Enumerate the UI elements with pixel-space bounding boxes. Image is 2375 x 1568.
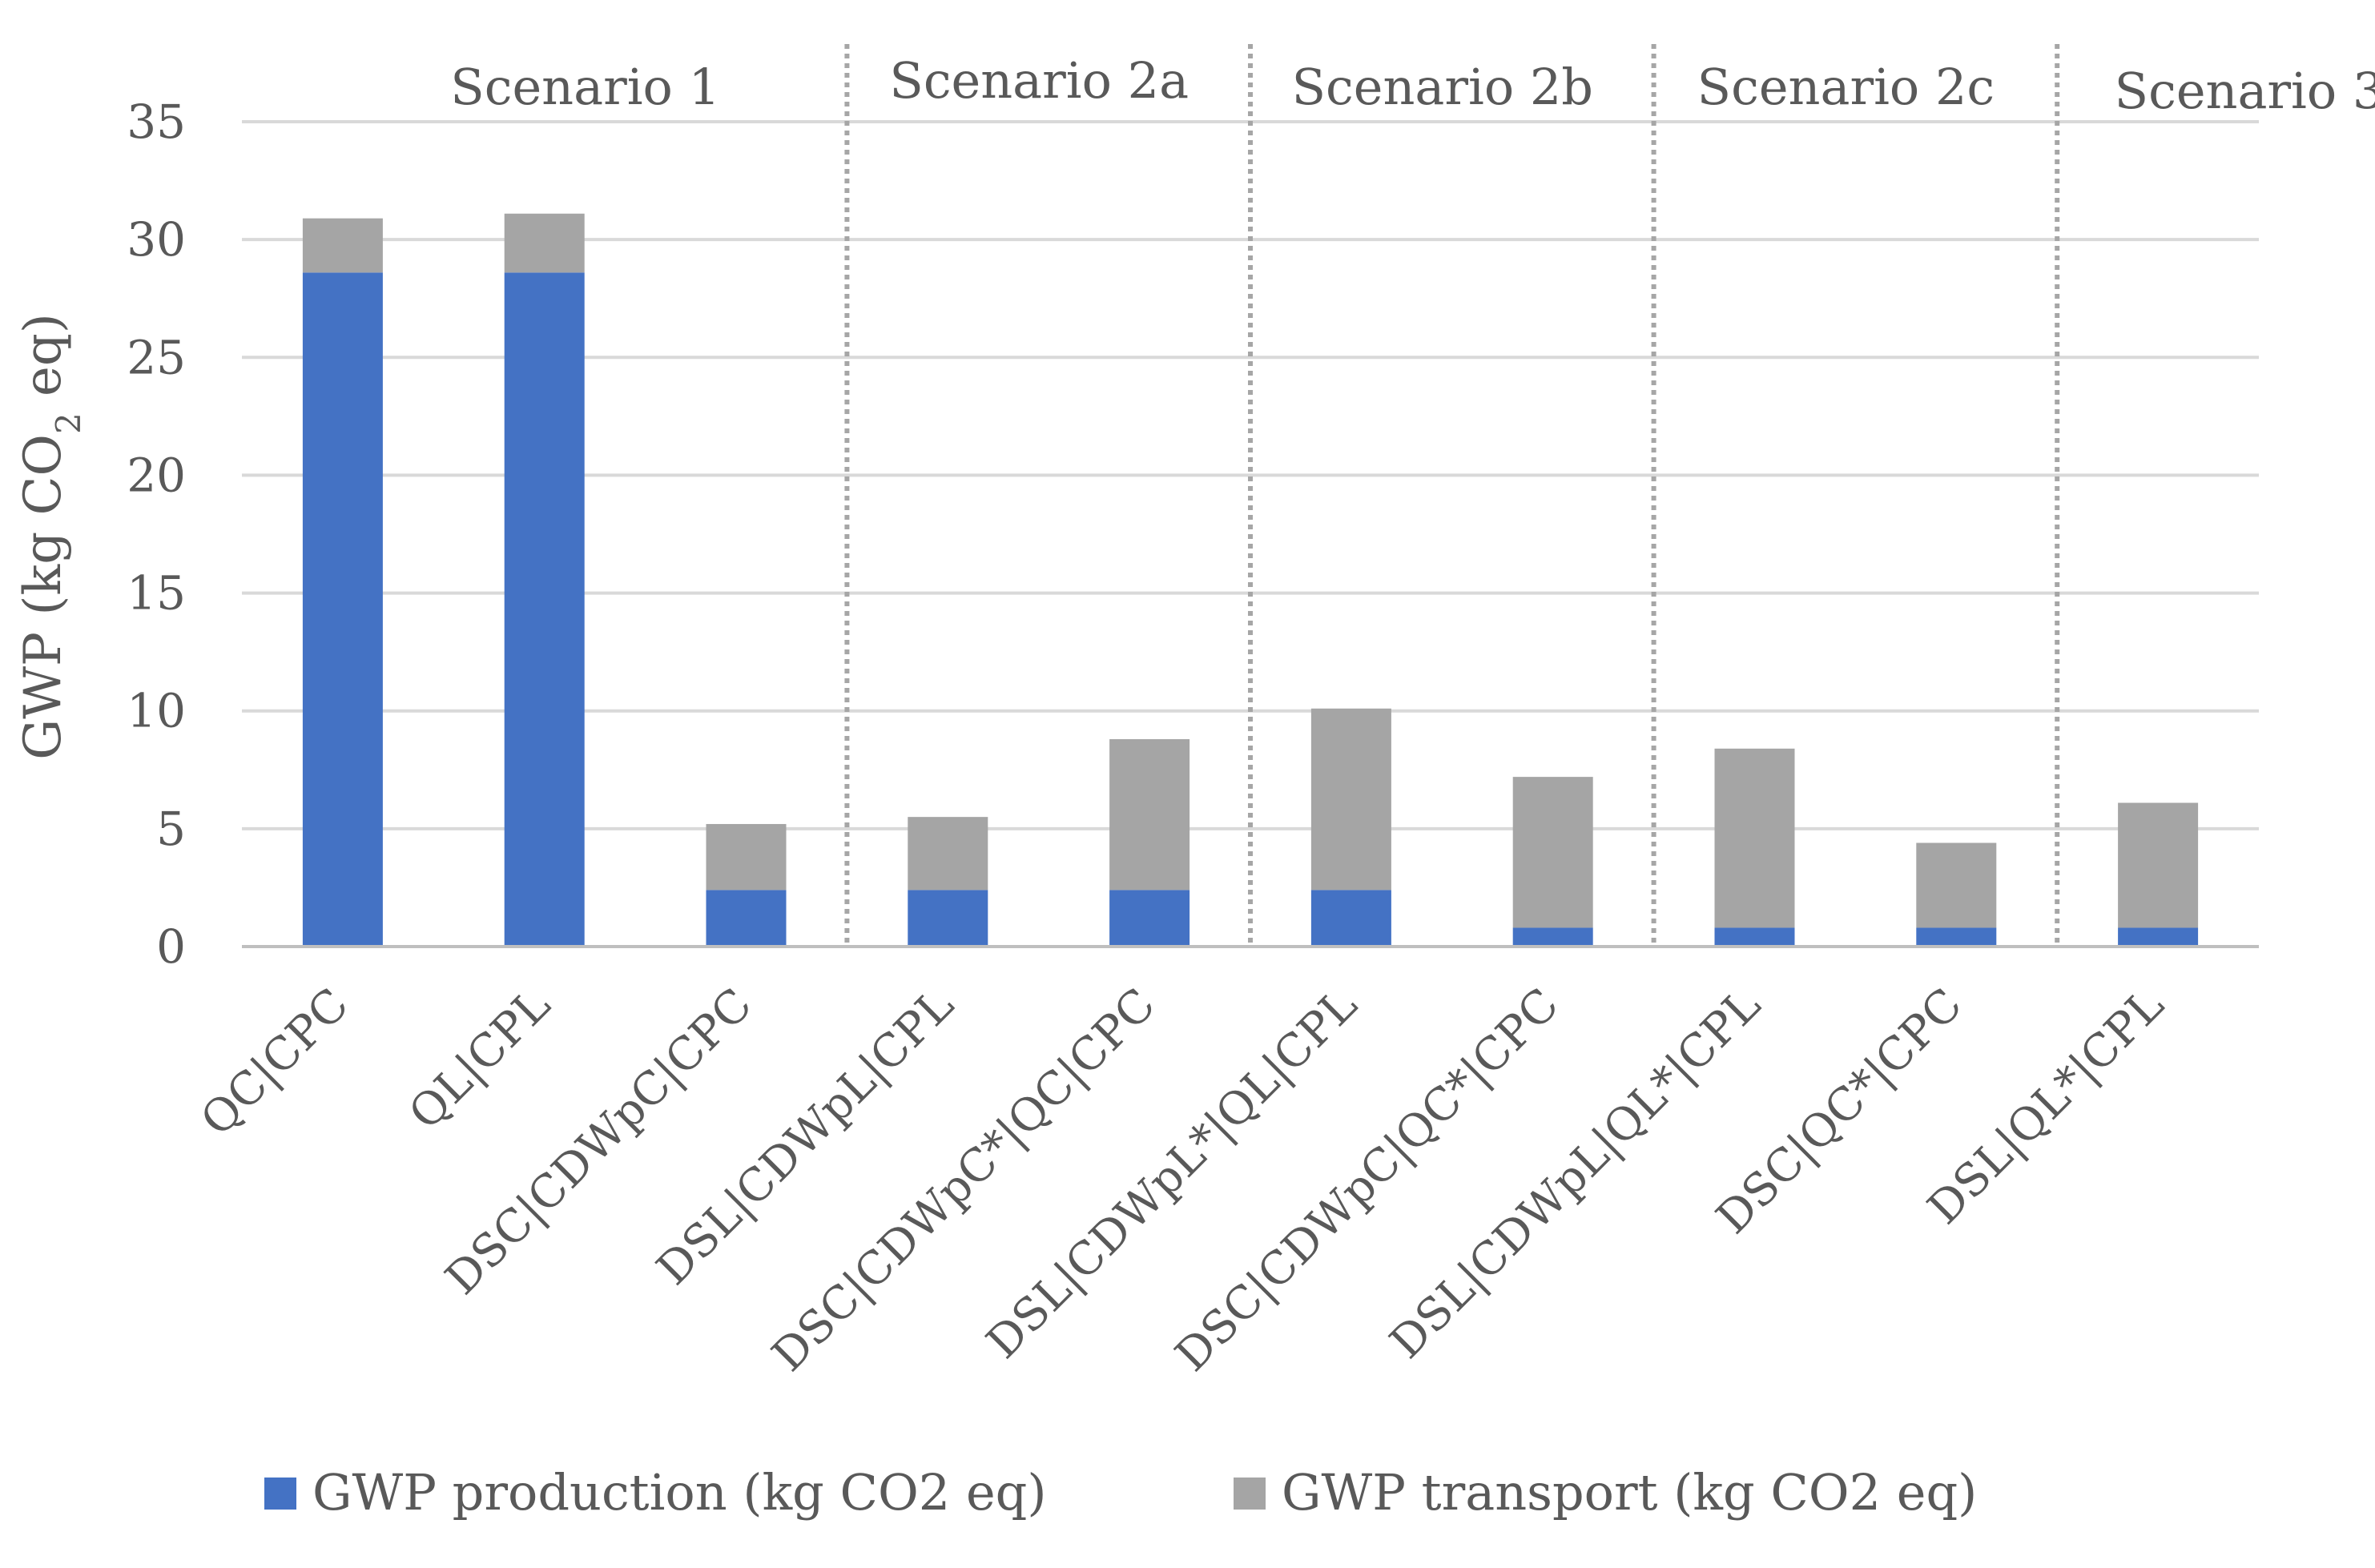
x-tick-label: DSC|CDWpC*|QC|CPC [763, 979, 1165, 1381]
legend-swatch [264, 1478, 296, 1510]
y-tick-label: 35 [127, 94, 186, 149]
x-tick-label: QL|CPL [399, 979, 560, 1140]
scenario-label: Scenario 3 [2115, 62, 2375, 120]
scenario-labels: Scenario 1 Scenario 2a Scenario 2b Scenario… [450, 51, 2375, 120]
bar-production [1916, 927, 1997, 947]
legend: GWP production (kg CO2 eq) GWP transport … [264, 1463, 1977, 1522]
y-tick-label: 15 [127, 566, 186, 621]
legend-label: GWP production (kg CO2 eq) [312, 1463, 1047, 1522]
legend-item-production: GWP production (kg CO2 eq) [264, 1463, 1047, 1522]
scenario-label: Scenario 2a [889, 51, 1189, 110]
y-axis-title: GWP (kg CO2 eq) [14, 313, 88, 760]
bar-production [1109, 890, 1190, 947]
y-tick-label: 25 [127, 330, 186, 384]
y-tick-label: 20 [127, 448, 186, 502]
bar-production [2118, 927, 2199, 947]
bar-production [1512, 927, 1593, 947]
bar-production [908, 890, 988, 947]
bar-production [302, 272, 383, 947]
x-tick-label: QC|CPC [191, 979, 358, 1146]
bar-transport [1512, 777, 1593, 928]
bar-transport [504, 213, 585, 273]
bar-transport [2118, 802, 2199, 928]
bars [302, 213, 2199, 947]
legend-label: GWP transport (kg CO2 eq) [1282, 1463, 1977, 1522]
scenario-label: Scenario 2b [1292, 58, 1593, 116]
y-tick-label: 5 [156, 802, 186, 856]
bar-transport [302, 218, 383, 273]
bar-production [1714, 927, 1795, 947]
bar-transport [1310, 708, 1391, 891]
legend-swatch [1234, 1478, 1266, 1510]
bar-transport [706, 823, 787, 891]
bar-transport [1714, 748, 1795, 928]
x-tick-label: DSC|CDWpC|QC*|CPC [1165, 979, 1568, 1381]
bar-transport [1109, 739, 1190, 891]
y-tick-label: 30 [127, 212, 186, 267]
bar-production [1310, 890, 1391, 947]
y-tick-label: 10 [127, 684, 186, 738]
scenario-label: Scenario 2c [1697, 58, 1995, 116]
bar-transport [1916, 842, 1997, 928]
x-tick-label: DSL|CDWpL|QL*|CPL [1380, 979, 1770, 1369]
y-tick-label: 0 [156, 919, 186, 974]
scenario-label: Scenario 1 [450, 58, 720, 116]
bar-transport [908, 817, 988, 891]
legend-item-transport: GWP transport (kg CO2 eq) [1234, 1463, 1977, 1522]
bar-production [706, 890, 787, 947]
x-tick-label: DSL|CDWpL*|QL|CPL [976, 979, 1367, 1369]
bar-production [504, 272, 585, 947]
scenario-dividers [844, 44, 2060, 947]
